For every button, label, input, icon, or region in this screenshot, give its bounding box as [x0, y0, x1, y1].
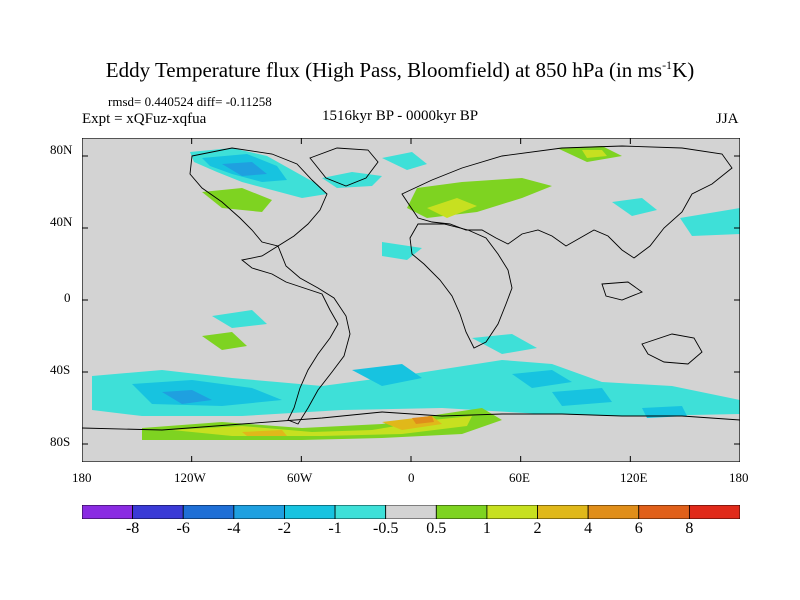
colorbar-swatch: [587, 505, 640, 519]
colorbar-label: 1: [482, 520, 491, 537]
y-tick-label: 80N: [50, 142, 73, 157]
season-label: JJA: [716, 111, 739, 127]
colorbar-label: 2: [533, 520, 542, 537]
colorbar-label: 8: [685, 520, 694, 537]
colorbar-swatch: [284, 505, 336, 519]
experiment-label: Expt = xQFuz-xqfua: [82, 111, 207, 127]
colorbar-label: -4: [227, 520, 241, 537]
map-frame: [82, 138, 740, 462]
colorbar-label: -0.5: [373, 520, 399, 537]
colorbar-swatch: [385, 505, 437, 519]
colorbar-swatch: [486, 505, 538, 519]
colorbar-swatch: [82, 505, 134, 519]
colorbar-swatch: [435, 505, 488, 519]
positive-anomaly-fields: [142, 146, 622, 440]
y-tick-label: 40N: [50, 214, 73, 229]
colorbar-swatch: [182, 505, 235, 519]
x-tick-label: 120W: [174, 470, 206, 485]
stats-label: rmsd= 0.440524 diff= -0.11258: [108, 94, 272, 109]
colorbar-swatch: [132, 505, 184, 519]
x-tick-label: 180: [729, 470, 749, 485]
x-tick-label: 180: [72, 470, 92, 485]
colorbar-label: -8: [125, 520, 140, 537]
colorbar-label: 6: [634, 520, 643, 537]
x-tick-label: 60W: [287, 470, 313, 485]
colorbar-swatch: [638, 505, 690, 519]
period-label: 1516kyr BP - 0000kyr BP: [322, 108, 479, 124]
negative-anomaly-fields: [92, 148, 740, 418]
colorbar-swatch: [688, 505, 740, 519]
colorbar: [82, 505, 740, 519]
coastlines: [82, 145, 740, 431]
map-plot: [82, 138, 740, 462]
colorbar-label: -6: [176, 520, 190, 537]
x-tick-label: 60E: [509, 470, 530, 485]
colorbar-labels: -8 -6 -4 -2 -1 -0.5 0.5 1 2 4 6 8: [82, 520, 740, 540]
colorbar-swatch: [537, 505, 589, 519]
colorbar-label: -2: [277, 520, 292, 537]
colorbar-swatch: [233, 505, 285, 519]
colorbar-swatch: [334, 505, 387, 519]
y-tick-label: 0: [64, 290, 71, 305]
plot-title: Eddy Temperature flux (High Pass, Bloomf…: [105, 58, 695, 82]
x-tick-label: 120E: [620, 470, 648, 485]
y-tick-label: 40S: [50, 362, 71, 377]
colorbar-label: 0.5: [426, 520, 447, 537]
y-tick-label: 80S: [50, 434, 71, 449]
x-tick-label: 0: [408, 470, 415, 485]
colorbar-label: -1: [328, 520, 342, 537]
colorbar-label: 4: [584, 520, 593, 537]
